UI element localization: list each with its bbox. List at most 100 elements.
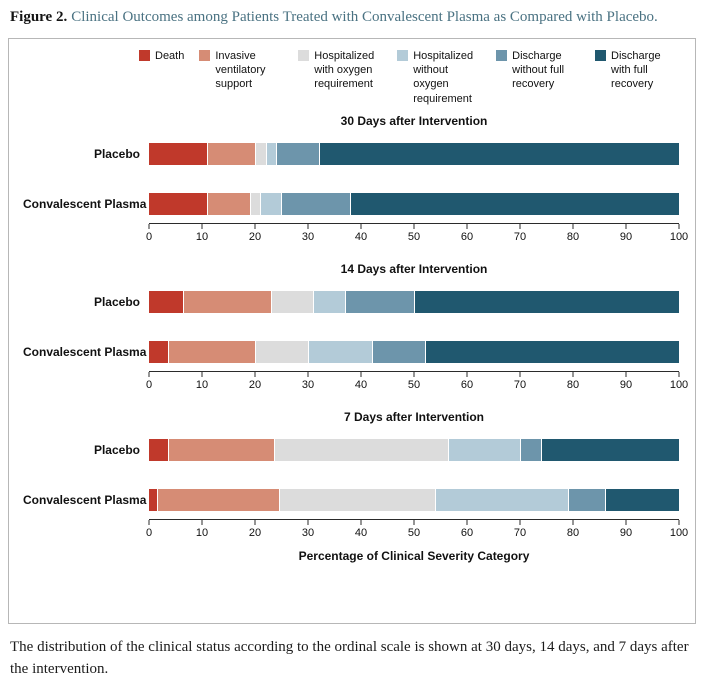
legend-item: Hospitalized with oxygen requirement xyxy=(298,49,382,106)
chart-row: Convalescent Plasma xyxy=(23,488,679,511)
axis-spacer xyxy=(23,519,149,546)
axis-tick xyxy=(625,223,627,229)
bar-segment xyxy=(278,488,436,511)
bar-track xyxy=(149,192,679,215)
legend-swatch xyxy=(595,49,607,61)
axis-spacer xyxy=(23,549,149,563)
x-axis: 0 10 20 30 40 50 60 70 80 90 100 xyxy=(145,518,688,546)
axis-tick-label: 0 xyxy=(145,378,153,391)
chart-row: Placebo xyxy=(23,438,679,461)
legend-label: Hospitalized without oxygen requirement xyxy=(413,49,474,105)
bar-segment xyxy=(270,290,314,313)
panel-rows: Placebo Convalescent Plasma xyxy=(23,142,679,215)
axis-tick-label: 60 xyxy=(460,526,474,539)
bar-track xyxy=(149,142,679,165)
axis-tick-label: 10 xyxy=(195,526,209,539)
bar-segment xyxy=(519,438,542,461)
row-label: Placebo xyxy=(93,146,140,161)
axis-tick xyxy=(360,371,362,377)
axis-row: 0 10 20 30 40 50 60 70 80 90 100 xyxy=(23,222,688,250)
axis-tick xyxy=(360,223,362,229)
axis-tick xyxy=(148,371,150,377)
bar-segment xyxy=(207,192,250,215)
axis-tick-label: 80 xyxy=(566,378,580,391)
chart-row: Convalescent Plasma xyxy=(23,340,679,363)
axis-tick xyxy=(466,223,468,229)
x-axis: 0 10 20 30 40 50 60 70 80 90 100 xyxy=(145,370,688,398)
row-label: Placebo xyxy=(93,294,140,309)
bar-segment xyxy=(254,340,308,363)
axis-tick xyxy=(201,371,203,377)
axis-tick xyxy=(572,519,574,525)
bar-segment xyxy=(149,438,168,461)
axis-tick xyxy=(678,223,680,229)
row-label: Convalescent Plasma xyxy=(23,196,147,211)
panel-title: 30 Days after Intervention xyxy=(340,113,488,128)
bar-segment xyxy=(273,438,449,461)
bar-track xyxy=(149,340,679,363)
legend-label: Discharge without full recovery xyxy=(512,49,565,91)
legend-label: Hospitalized with oxygen requirement xyxy=(314,49,375,91)
chart-row: Convalescent Plasma xyxy=(23,192,679,215)
row-label: Convalescent Plasma xyxy=(23,344,147,359)
legend-item: Invasive ventilatory support xyxy=(199,49,283,106)
chart-subpanel: 14 Days after Intervention Placebo Convale… xyxy=(23,261,688,398)
legend-item: Death xyxy=(139,49,184,106)
axis-tick xyxy=(307,223,309,229)
bar-segment xyxy=(254,142,266,165)
axis-tick xyxy=(254,371,256,377)
bar-segment xyxy=(567,488,605,511)
axis-tick xyxy=(413,223,415,229)
bar-segment xyxy=(265,142,277,165)
axis-tick-label: 60 xyxy=(460,230,474,243)
legend: Death Invasive ventilatory support Hospita… xyxy=(139,49,679,106)
legend-label: Invasive ventilatory support xyxy=(215,49,266,91)
panel-rows: Placebo Convalescent Plasma xyxy=(23,438,679,511)
axis-tick xyxy=(678,371,680,377)
bar-track xyxy=(149,290,679,313)
axis-tick xyxy=(572,223,574,229)
panel-title: 14 Days after Intervention xyxy=(340,261,488,276)
legend-item: Hospitalized without oxygen requirement xyxy=(397,49,481,106)
x-axis-label: Percentage of Clinical Severity Category xyxy=(298,548,530,563)
panel-title: 7 Days after Intervention xyxy=(343,409,485,424)
legend-swatch xyxy=(298,49,310,61)
bar-segment xyxy=(149,290,184,313)
axis-tick xyxy=(625,371,627,377)
axis-tick-label: 30 xyxy=(301,230,315,243)
x-axis-label-row: Percentage of Clinical Severity Category xyxy=(23,549,679,563)
axis-tick-label: 70 xyxy=(513,526,527,539)
bar-segment xyxy=(281,192,351,215)
axis-tick xyxy=(519,371,521,377)
axis-tick xyxy=(466,371,468,377)
legend-item: Discharge without full recovery xyxy=(496,49,580,106)
axis-tick xyxy=(625,519,627,525)
axis-tick-label: 80 xyxy=(566,230,580,243)
bar-segment xyxy=(541,438,679,461)
bar-segment xyxy=(183,290,271,313)
bar-segment xyxy=(249,192,261,215)
bar-segment xyxy=(167,340,255,363)
figure-title-text: Clinical Outcomes among Patients Treated… xyxy=(71,9,658,25)
axis-tick xyxy=(201,223,203,229)
axis-tick-label: 90 xyxy=(619,378,633,391)
bar-segment xyxy=(318,142,679,165)
axis-tick-label: 60 xyxy=(460,378,474,391)
bar-segment xyxy=(149,340,168,363)
row-label: Convalescent Plasma xyxy=(23,492,147,507)
legend-label: Discharge with full recovery xyxy=(611,49,661,91)
axis-tick xyxy=(519,223,521,229)
axis-spacer xyxy=(23,223,149,250)
axis-tick-label: 40 xyxy=(354,526,368,539)
axis-tick-label: 0 xyxy=(145,526,153,539)
row-label: Placebo xyxy=(93,442,140,457)
axis-tick-label: 90 xyxy=(619,526,633,539)
chart-row: Placebo xyxy=(23,142,679,165)
axis-tick-label: 30 xyxy=(301,526,315,539)
chart-subpanel: 7 Days after Intervention Placebo Convales… xyxy=(23,409,688,546)
bar-segment xyxy=(156,488,279,511)
chart-panel: Death Invasive ventilatory support Hospita… xyxy=(8,37,696,624)
panel-rows: Placebo Convalescent Plasma xyxy=(23,290,679,363)
bar-segment xyxy=(435,488,568,511)
